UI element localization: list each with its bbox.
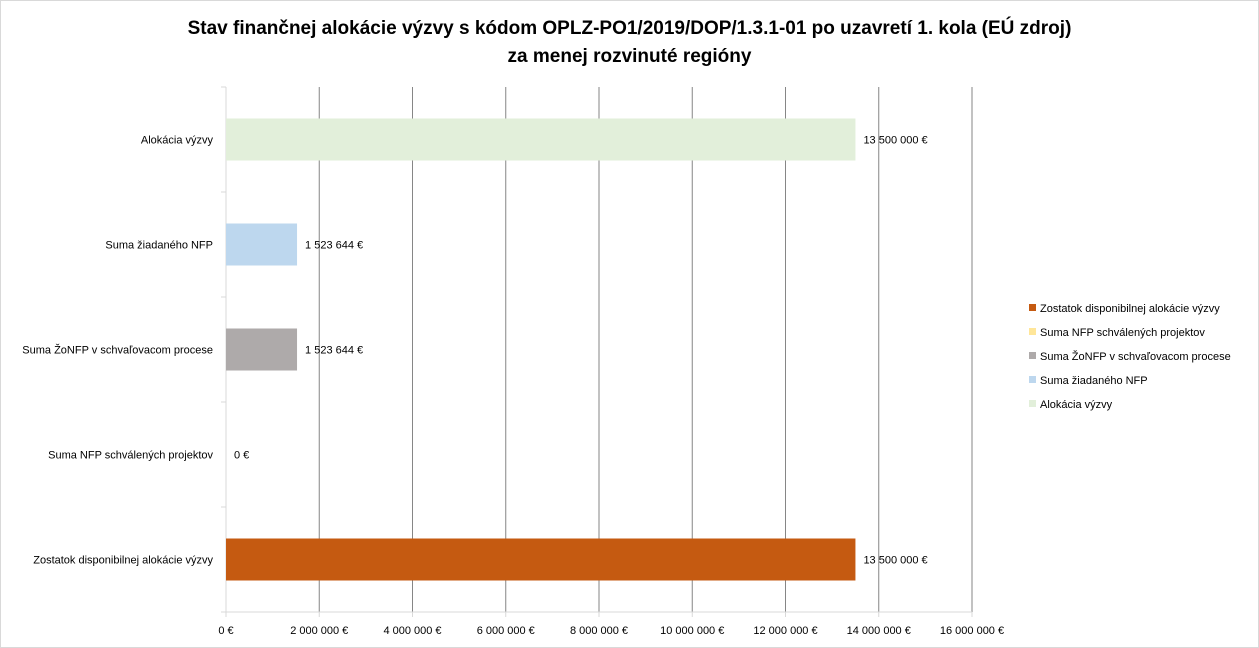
data-label: 13 500 000 €: [863, 135, 927, 147]
data-label: 1 523 644 €: [305, 345, 363, 357]
category-label: Suma ŽoNFP v schvaľovacom procese: [22, 344, 213, 357]
data-label: 1 523 644 €: [305, 240, 363, 252]
legend-label: Zostatok disponibilnej alokácie výzvy: [1040, 303, 1220, 315]
category-label: Suma žiadaného NFP: [105, 240, 213, 252]
data-label: 13 500 000 €: [863, 555, 927, 567]
legend-label: Alokácia výzvy: [1040, 399, 1113, 411]
chart-title: Stav finančnej alokácie výzvy s kódom OP…: [187, 18, 1072, 39]
legend-label: Suma NFP schválených projektov: [1040, 327, 1205, 339]
bar: [226, 223, 298, 266]
bar: [226, 538, 856, 581]
data-label: 0 €: [234, 450, 249, 462]
x-tick-label: 14 000 000 €: [847, 625, 911, 637]
x-tick-label: 8 000 000 €: [570, 625, 628, 637]
x-tick-label: 2 000 000 €: [290, 625, 348, 637]
x-tick-label: 10 000 000 €: [660, 625, 724, 637]
x-tick-label: 4 000 000 €: [383, 625, 441, 637]
category-label: Alokácia výzvy: [141, 135, 214, 147]
x-tick-label: 12 000 000 €: [753, 625, 817, 637]
x-tick-label: 0 €: [218, 625, 233, 637]
legend-swatch: [1029, 376, 1036, 383]
legend-label: Suma žiadaného NFP: [1040, 375, 1148, 387]
bar: [226, 328, 298, 371]
legend-swatch: [1029, 352, 1036, 359]
legend-label: Suma ŽoNFP v schvaľovacom procese: [1040, 350, 1231, 363]
legend-swatch: [1029, 400, 1036, 407]
x-tick-label: 6 000 000 €: [477, 625, 535, 637]
bar: [226, 118, 856, 161]
category-label: Suma NFP schválených projektov: [48, 450, 213, 462]
legend-swatch: [1029, 304, 1036, 311]
chart-subtitle: za menej rozvinuté regióny: [507, 46, 752, 67]
category-label: Zostatok disponibilnej alokácie výzvy: [33, 555, 213, 567]
legend-swatch: [1029, 328, 1036, 335]
x-tick-label: 16 000 000 €: [940, 625, 1004, 637]
